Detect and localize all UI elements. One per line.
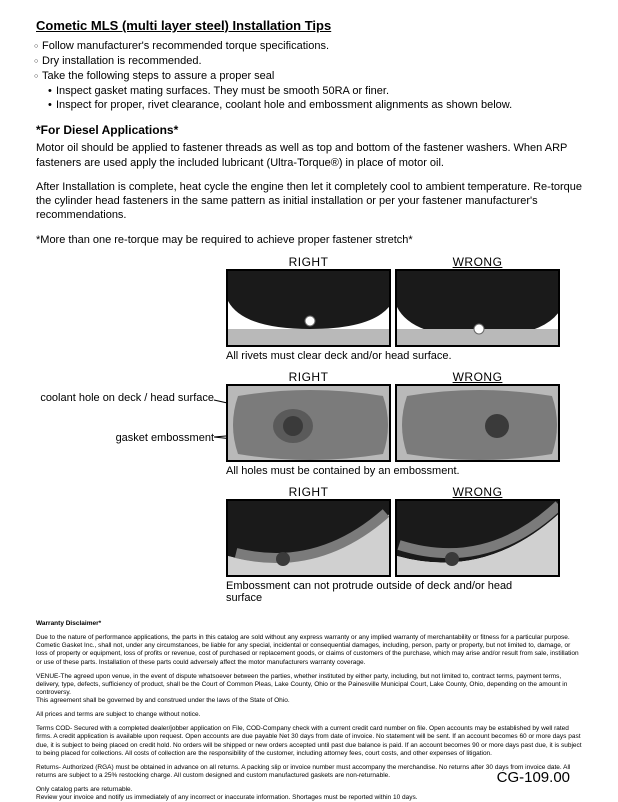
disclaimer-para: VENUE-The agreed upon venue, in the even… — [36, 673, 582, 706]
diagram-rivet-right — [226, 269, 391, 347]
figure-row: RIGHT WRONG — [36, 485, 582, 577]
diesel-heading: *For Diesel Applications* — [36, 123, 582, 137]
disclaimer-heading: Warranty Disclaimer* — [36, 620, 582, 628]
diagram-rivet-wrong — [395, 269, 560, 347]
disclaimer-para: Terms COD- Secured with a completed deal… — [36, 725, 582, 758]
paragraph: After Installation is complete, heat cyc… — [36, 180, 582, 223]
caption: All rivets must clear deck and/or head s… — [226, 350, 582, 362]
label-right: RIGHT — [226, 485, 391, 499]
page-title: Cometic MLS (multi layer steel) Installa… — [36, 18, 582, 33]
figures: RIGHT WRONG — [36, 255, 582, 604]
diagram-hole-right — [226, 384, 391, 462]
diagram-hole-wrong — [395, 384, 560, 462]
label-wrong: WRONG — [395, 485, 560, 499]
disclaimer-para: All prices and terms are subject to chan… — [36, 711, 582, 719]
caption: All holes must be contained by an emboss… — [226, 465, 582, 477]
bullet: Follow manufacturer's recommended torque… — [36, 39, 582, 54]
bullet: Take the following steps to assure a pro… — [36, 69, 582, 84]
bullet: Dry installation is recommended. — [36, 54, 582, 69]
label-right: RIGHT — [226, 255, 391, 269]
note: *More than one re-torque may be required… — [36, 233, 582, 247]
disclaimer-para: Due to the nature of performance applica… — [36, 634, 582, 667]
figure-row: coolant hole on deck / head surface gask… — [36, 370, 582, 462]
caption: Embossment can not protrude outside of d… — [226, 580, 546, 604]
sub-bullet: Inspect gasket mating surfaces. They mus… — [36, 84, 582, 99]
label-wrong: WRONG — [395, 370, 560, 384]
diagram-emboss-wrong — [395, 499, 560, 577]
page-code: CG-109.00 — [497, 769, 570, 786]
paragraph: Motor oil should be applied to fastener … — [36, 141, 582, 170]
diagram-emboss-right — [226, 499, 391, 577]
sub-bullet: Inspect for proper, rivet clearance, coo… — [36, 98, 582, 113]
figure-row: RIGHT WRONG — [36, 255, 582, 347]
label-wrong: WRONG — [395, 255, 560, 269]
bullet-list: Follow manufacturer's recommended torque… — [36, 39, 582, 113]
